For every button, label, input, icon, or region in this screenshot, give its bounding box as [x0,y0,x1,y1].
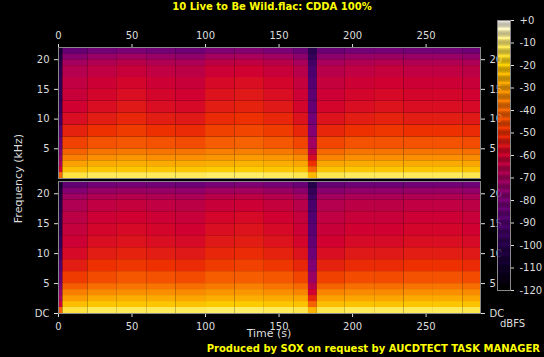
svg-text:-30: -30 [520,82,536,93]
svg-text:200: 200 [343,321,362,332]
svg-text:DC: DC [35,308,50,319]
svg-text:200: 200 [343,30,362,41]
svg-text:20: 20 [37,188,50,199]
svg-text:5: 5 [43,143,49,154]
svg-text:150: 150 [270,30,289,41]
svg-text:10: 10 [37,248,50,259]
svg-text:50: 50 [126,30,139,41]
svg-text:-90: -90 [520,217,536,228]
svg-text:0: 0 [55,321,61,332]
svg-text:-40: -40 [520,105,536,116]
svg-text:+0: +0 [520,15,535,26]
svg-text:250: 250 [417,30,436,41]
svg-text:DC: DC [490,308,505,319]
svg-text:-10: -10 [520,37,536,48]
svg-text:100: 100 [196,30,215,41]
svg-text:-110: -110 [520,262,543,273]
svg-text:100: 100 [196,321,215,332]
svg-text:250: 250 [417,321,436,332]
svg-text:-100: -100 [520,240,543,251]
svg-text:15: 15 [37,218,50,229]
svg-text:-50: -50 [520,127,536,138]
svg-text:-80: -80 [520,195,536,206]
svg-text:5: 5 [490,143,496,154]
svg-text:5: 5 [490,278,496,289]
svg-text:20: 20 [37,54,50,65]
svg-text:10: 10 [37,113,50,124]
svg-text:-60: -60 [520,150,536,161]
svg-text:-70: -70 [520,172,536,183]
svg-text:15: 15 [37,84,50,95]
svg-text:5: 5 [43,278,49,289]
svg-text:-120: -120 [520,285,543,296]
svg-text:0: 0 [55,30,61,41]
svg-text:-20: -20 [520,60,536,71]
svg-text:50: 50 [126,321,139,332]
